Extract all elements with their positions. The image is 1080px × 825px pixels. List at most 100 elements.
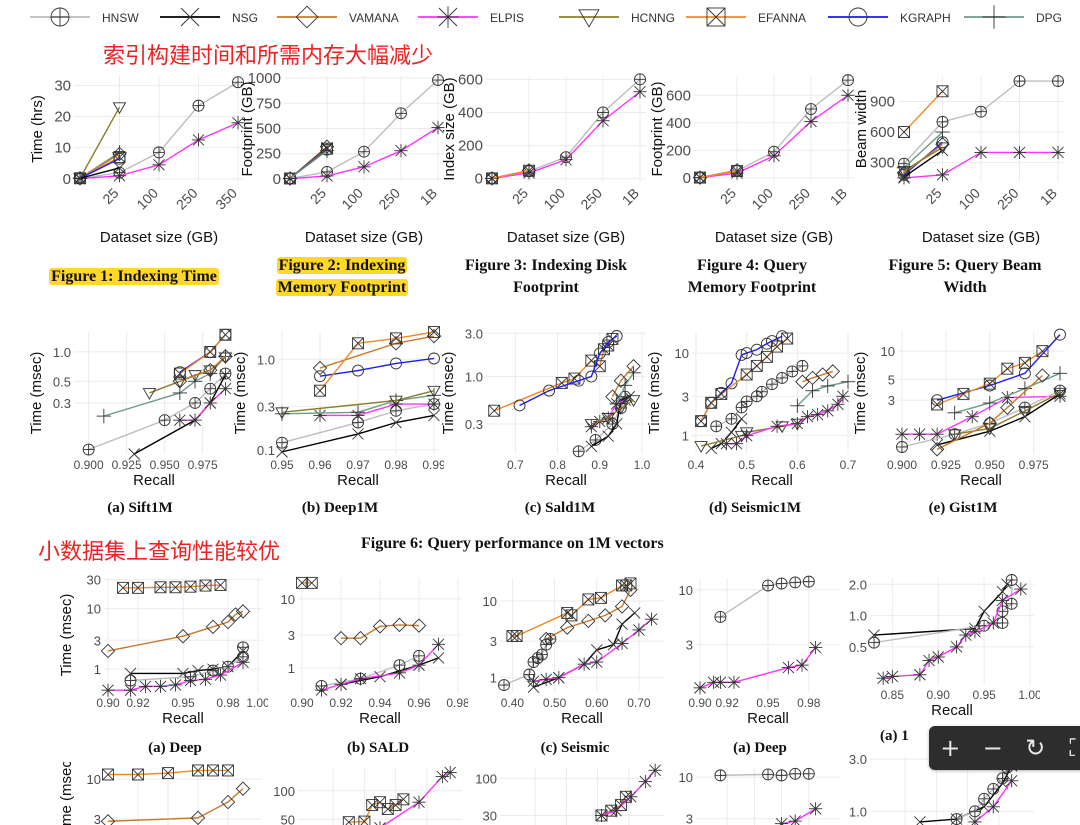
point-hnsw-marker (987, 783, 1000, 795)
point-vamana-marker (982, 416, 998, 431)
x-tick-label: 0.95 (972, 688, 996, 702)
plot-area (594, 763, 662, 823)
series-vamana (333, 617, 427, 646)
x-tick-label: 1B (619, 185, 642, 208)
x-tick-label: 0.92 (126, 696, 150, 710)
point-elpis-marker (412, 795, 426, 809)
x-axis-label: Dataset size (GB) (715, 229, 833, 246)
point-elpis-marker (831, 397, 845, 411)
series-line (936, 350, 1043, 406)
point-vamana-marker (605, 389, 620, 404)
zoom-out-button[interactable]: − (972, 726, 1015, 770)
series-elpis (101, 655, 250, 697)
point-kgraph-marker (602, 336, 615, 349)
legend-item-hcnng: HCNNG (559, 9, 675, 28)
chart-fig1-indexing-time: 0 10 20 30 Time (hrs) 25 100 250 350 Dataset size… (29, 76, 245, 246)
x-tick-label: 0.925 (931, 458, 961, 472)
point-hcnng-marker (947, 429, 962, 442)
series-line (591, 399, 634, 425)
x-tick-label: 0.6 (789, 458, 806, 472)
point-vamana-marker (614, 599, 630, 614)
series-line (281, 390, 435, 413)
x-tick-label: 0.950 (150, 458, 180, 472)
series-efanna (173, 328, 232, 380)
series-line (611, 365, 635, 398)
point-dpg-marker (96, 408, 111, 424)
x-tick-label: 0.900 (74, 458, 104, 472)
point-vamana-marker (560, 620, 575, 635)
rotate-icon: ↻ (1025, 734, 1046, 762)
plot-area (342, 765, 457, 825)
point-elpis-marker (713, 675, 727, 689)
x-axis-label: Recall (960, 472, 1002, 489)
point-hnsw-marker (755, 385, 768, 398)
point-hnsw-marker (766, 378, 778, 391)
y-tick-label: 5 (888, 372, 895, 387)
fullscreen-button[interactable]: ⛶ (1057, 726, 1080, 770)
point-hcnng-marker (694, 441, 708, 453)
point-vamana-marker (353, 630, 368, 646)
point-nsg-marker (352, 428, 364, 440)
chart-deep: 1 3 10 30 Time (msec) 0.90 0.92 0.95 0.98 1.00 Rec… (58, 573, 268, 727)
plot-area (100, 579, 251, 697)
y-axis-label: Time (msec) (440, 352, 457, 435)
point-elpis-marker (112, 169, 127, 183)
series-elpis (374, 765, 457, 825)
x-tick-label: 1.00 (1018, 688, 1040, 702)
series-elpis (719, 389, 850, 451)
y-tick-label: 300 (870, 155, 895, 172)
legend-label: KGRAPH (900, 11, 951, 25)
point-hnsw-marker (896, 441, 908, 453)
point-hnsw-marker (222, 660, 234, 673)
x-tick-label: 1B (827, 185, 850, 208)
series-dpg (790, 374, 856, 413)
series-line (903, 149, 943, 178)
point-hnsw-marker (237, 641, 249, 654)
x-tick-label: 0.94 (368, 696, 392, 710)
point-dpg-marker (282, 171, 298, 186)
point-efanna-marker (750, 359, 763, 372)
point-efanna-marker (523, 164, 535, 177)
x-tick-label: 0.4 (688, 458, 705, 472)
point-hnsw-marker (1005, 574, 1018, 586)
legend-kgraph-marker (848, 7, 868, 27)
point-hnsw-marker (158, 414, 171, 427)
grid (694, 76, 854, 182)
grid (696, 578, 840, 692)
plot-area (868, 574, 1028, 685)
y-tick-label: 0 (273, 171, 281, 188)
legend-efanna-marker (706, 7, 726, 27)
y-tick-label: 3 (490, 634, 497, 649)
point-elpis-marker (552, 671, 566, 685)
point-dpg-marker (203, 366, 218, 381)
point-hnsw-marker (796, 359, 809, 372)
point-elpis-marker (633, 85, 647, 99)
y-axis-label: Time (msec) (232, 352, 249, 435)
x-tick-label: 250 (173, 185, 201, 213)
series-nsg (868, 578, 1013, 641)
rotate-button[interactable]: ↻ (1014, 726, 1057, 770)
series-elpis (526, 612, 659, 688)
point-nsg-marker (374, 670, 386, 683)
point-efanna-marker (760, 350, 773, 363)
point-efanna-marker (957, 387, 970, 400)
x-tick-label: 0.95 (270, 458, 294, 472)
subcaption-deep: (a) Deep (148, 740, 202, 756)
x-tick-label: 0.5 (738, 458, 755, 472)
y-tick-label: 500 (256, 120, 281, 137)
y-tick-label: 400 (666, 115, 691, 132)
legend-item-dpg: DPG (964, 5, 1062, 29)
zoom-in-button[interactable]: + (929, 726, 972, 770)
point-elpis-marker (968, 625, 982, 639)
y-tick-label: 3.0 (465, 326, 483, 341)
series-line (715, 365, 803, 427)
y-tick-label: 3 (94, 633, 101, 648)
point-efanna-marker (132, 768, 144, 781)
x-tick-label: 25 (922, 185, 944, 207)
chart-gist1m: 3 5 10 Time (msec) 0.900 0.925 0.950 0.975 Recal… (852, 328, 1068, 489)
x-tick-label: 0.98 (384, 458, 408, 472)
series-elpis (876, 582, 1028, 685)
point-elpis-marker (236, 655, 250, 669)
